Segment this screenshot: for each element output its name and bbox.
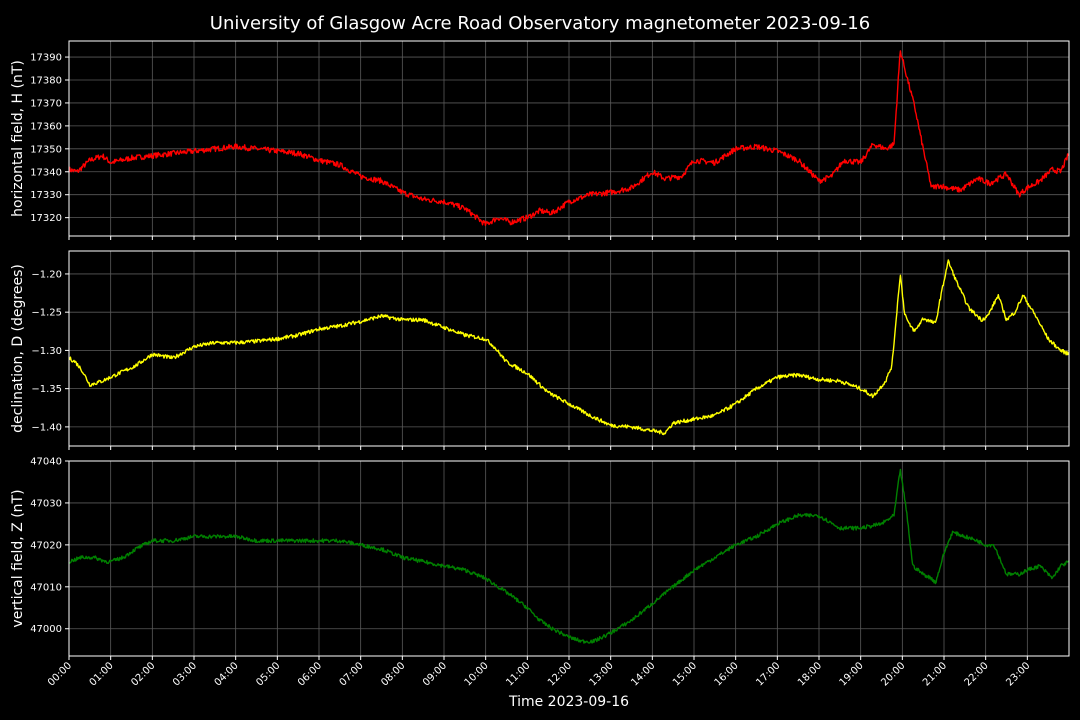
panel-frame [68, 40, 1070, 237]
x-tick-label: 17:00 [754, 660, 782, 688]
x-tick-label: 11:00 [504, 660, 532, 688]
x-tick-label: 02:00 [129, 660, 157, 688]
x-tick-label: 06:00 [296, 660, 324, 688]
x-axis-label: Time 2023-09-16 [508, 694, 629, 710]
y-axis-label: declination, D (degrees) [10, 264, 26, 433]
series-line [69, 50, 1069, 227]
y-tick-label: −1.20 [31, 269, 62, 280]
y-tick-label: 47000 [30, 624, 62, 635]
x-tick-label: 22:00 [963, 660, 991, 688]
x-tick-label: 07:00 [338, 660, 366, 688]
x-tick-label: 01:00 [88, 660, 116, 688]
series-line [69, 259, 1069, 436]
y-tick-label: 17380 [30, 76, 62, 87]
x-tick-label: 00:00 [46, 660, 74, 688]
x-tick-label: 18:00 [796, 660, 824, 688]
y-tick-label: 47010 [30, 582, 62, 593]
y-tick-label: 17330 [30, 190, 62, 201]
y-axis-label: horizontal field, H (nT) [10, 60, 26, 217]
chart-title: University of Glasgow Acre Road Observat… [210, 13, 870, 34]
y-tick-label: 17340 [30, 167, 62, 178]
x-tick-label: 16:00 [713, 660, 741, 688]
y-tick-label: 17350 [30, 144, 62, 155]
y-tick-label: −1.30 [31, 346, 62, 357]
x-tick-label: 03:00 [171, 660, 199, 688]
panel-frame [68, 250, 1070, 447]
x-tick-label: 21:00 [921, 660, 949, 688]
x-tick-label: 23:00 [1004, 660, 1032, 688]
y-tick-label: 47020 [30, 540, 62, 551]
x-tick-label: 04:00 [213, 660, 241, 688]
x-tick-label: 12:00 [546, 660, 574, 688]
panel-frame [68, 460, 1070, 657]
panel-2: −1.40 −1.35 −1.30 −1.25 −1.20 declination, D … [10, 250, 1070, 450]
x-tick-label: 09:00 [421, 660, 449, 688]
y-tick-label: 17320 [30, 213, 62, 224]
y-tick-label: −1.40 [31, 422, 62, 433]
x-tick-label: 14:00 [629, 660, 657, 688]
x-tick-label: 20:00 [879, 660, 907, 688]
x-tick-label: 05:00 [254, 660, 282, 688]
y-tick-label: −1.25 [31, 308, 62, 319]
x-tick-label: 10:00 [463, 660, 491, 688]
series-line [69, 468, 1069, 644]
y-tick-label: 17390 [30, 53, 62, 64]
x-tick-label: 19:00 [838, 660, 866, 688]
panel-1: 17320 17330 17340 17350 17360 17370 17380 17390… [10, 40, 1070, 240]
y-tick-label: 47040 [30, 457, 62, 468]
y-tick-label: 47030 [30, 498, 62, 509]
x-tick-label: 15:00 [671, 660, 699, 688]
y-tick-label: 17370 [30, 98, 62, 109]
y-axis-label: vertical field, Z (nT) [10, 489, 26, 627]
panel-3: 47000 47010 47020 47030 47040 vertical field,… [10, 457, 1070, 660]
y-tick-label: −1.35 [31, 384, 62, 395]
y-tick-label: 17360 [30, 121, 62, 132]
x-tick-label: 08:00 [379, 660, 407, 688]
x-tick-label: 13:00 [588, 660, 616, 688]
